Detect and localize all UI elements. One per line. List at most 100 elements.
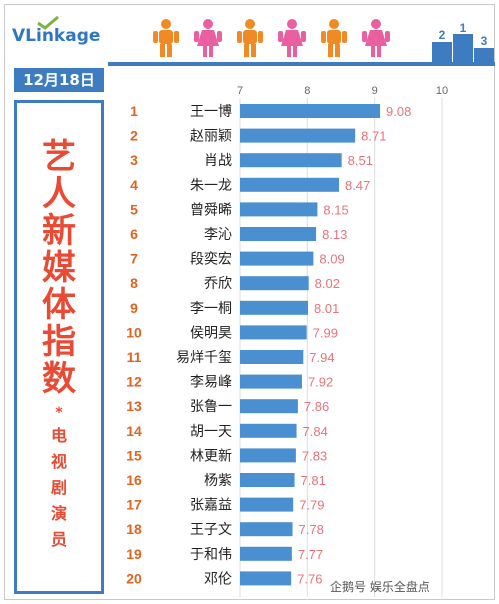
value-label: 8.51 [348, 153, 373, 168]
bar [240, 153, 342, 168]
value-label: 8.13 [322, 227, 347, 242]
bar [240, 325, 307, 340]
bar [240, 350, 304, 364]
podium-number-2: 2 [439, 28, 446, 42]
value-label: 7.94 [309, 350, 334, 365]
watermark: 企鹅号 娱乐全盘点 [330, 580, 430, 594]
rank-label: 10 [126, 324, 142, 340]
female-figure-icon [194, 19, 222, 57]
bar [240, 497, 294, 512]
rank-label: 11 [127, 349, 142, 365]
subtitle-char: 员 [50, 530, 67, 549]
bar [240, 251, 314, 266]
title-char: 指 [42, 322, 76, 362]
value-label: 8.09 [319, 252, 344, 267]
category-label: 张鲁一 [190, 399, 232, 415]
category-label: 张嘉益 [190, 498, 232, 514]
title-char: 新 [42, 211, 76, 251]
bar [240, 202, 318, 217]
value-label: 7.92 [308, 375, 333, 390]
category-label: 林更新 [190, 448, 232, 464]
rank-label: 14 [126, 423, 142, 439]
category-label: 朱一龙 [190, 178, 232, 194]
category-label: 肖战 [204, 153, 232, 169]
frame [4, 4, 495, 600]
bar [240, 448, 296, 463]
value-label: 7.86 [304, 399, 329, 414]
title-char: 人 [42, 174, 76, 214]
rank-label: 19 [126, 546, 142, 562]
rank-label: 12 [126, 374, 142, 390]
rank-label: 8 [130, 275, 138, 291]
bar [240, 423, 297, 438]
value-label: 8.47 [345, 178, 370, 193]
value-label: 7.76 [297, 571, 322, 586]
bar [240, 128, 356, 143]
rank-label: 15 [126, 447, 142, 463]
rank-label: 18 [126, 521, 142, 537]
rank-label: 7 [130, 251, 138, 267]
category-label: 曾舜晞 [190, 202, 232, 218]
main-title: 艺 人 新 媒 体 指 数 [17, 139, 101, 398]
value-label: 7.78 [299, 522, 324, 537]
logo-check-icon [37, 16, 59, 30]
category-label: 赵丽颖 [190, 129, 232, 145]
subtitle-char: 剧 [50, 478, 67, 497]
bar [240, 473, 295, 487]
value-label: 8.71 [361, 129, 386, 144]
rank-label: 9 [130, 300, 138, 316]
male-figure-icon [321, 19, 347, 57]
bar [240, 104, 381, 118]
bar [240, 522, 293, 537]
rank-label: 2 [130, 128, 138, 144]
male-figure-icon [237, 19, 263, 57]
value-label: 7.83 [302, 448, 327, 463]
category-label: 于和伟 [190, 547, 232, 563]
rank-label: 13 [126, 398, 142, 414]
category-label: 王一博 [190, 103, 232, 120]
category-label: 段奕宏 [190, 252, 232, 268]
rank-label: 17 [126, 497, 142, 513]
bar [240, 571, 292, 586]
x-tick-label: 7 [237, 85, 243, 97]
bar [240, 177, 339, 192]
rank-label: 5 [130, 201, 138, 217]
x-tick-label: 8 [304, 85, 310, 97]
value-label: 8.02 [315, 276, 340, 291]
rank-label: 20 [126, 570, 142, 586]
bar [240, 227, 317, 241]
bar [240, 276, 309, 291]
sub-title: 电 视 剧 演 员 [17, 423, 101, 553]
value-label: 8.01 [314, 301, 339, 316]
category-label: 胡一天 [190, 424, 232, 440]
value-label: 9.08 [386, 104, 411, 119]
rank-label: 16 [126, 472, 142, 488]
x-tick-label: 10 [436, 85, 448, 97]
bar [240, 300, 309, 315]
vlinkage-logo: VLinkage [12, 16, 112, 50]
header-divider [108, 62, 495, 66]
value-label: 7.81 [301, 473, 326, 488]
title-char: 艺 [42, 137, 76, 177]
title-char: 媒 [42, 248, 76, 288]
bar [240, 399, 298, 414]
bar [240, 374, 302, 389]
date-label: 12月18日 [14, 68, 104, 92]
male-figure-icon [153, 19, 179, 57]
rank-label: 1 [130, 103, 138, 119]
rank-label: 6 [130, 226, 138, 242]
podium-number-1: 1 [460, 22, 467, 35]
category-label: 易烊千玺 [176, 350, 232, 366]
rank-label: 3 [130, 152, 138, 168]
category-label: 王子文 [190, 522, 232, 538]
rank-label: 4 [130, 177, 138, 193]
podium-number-3: 3 [481, 34, 488, 48]
x-tick-label: 9 [372, 85, 378, 97]
subtitle-char: 视 [50, 452, 67, 471]
title-char: 数 [42, 359, 76, 399]
category-label: 侯明昊 [190, 325, 232, 341]
category-label: 杨紫 [204, 473, 232, 489]
title-panel: 艺 人 新 媒 体 指 数 * 电 视 剧 演 员 [14, 100, 104, 594]
value-label: 7.99 [313, 325, 338, 340]
